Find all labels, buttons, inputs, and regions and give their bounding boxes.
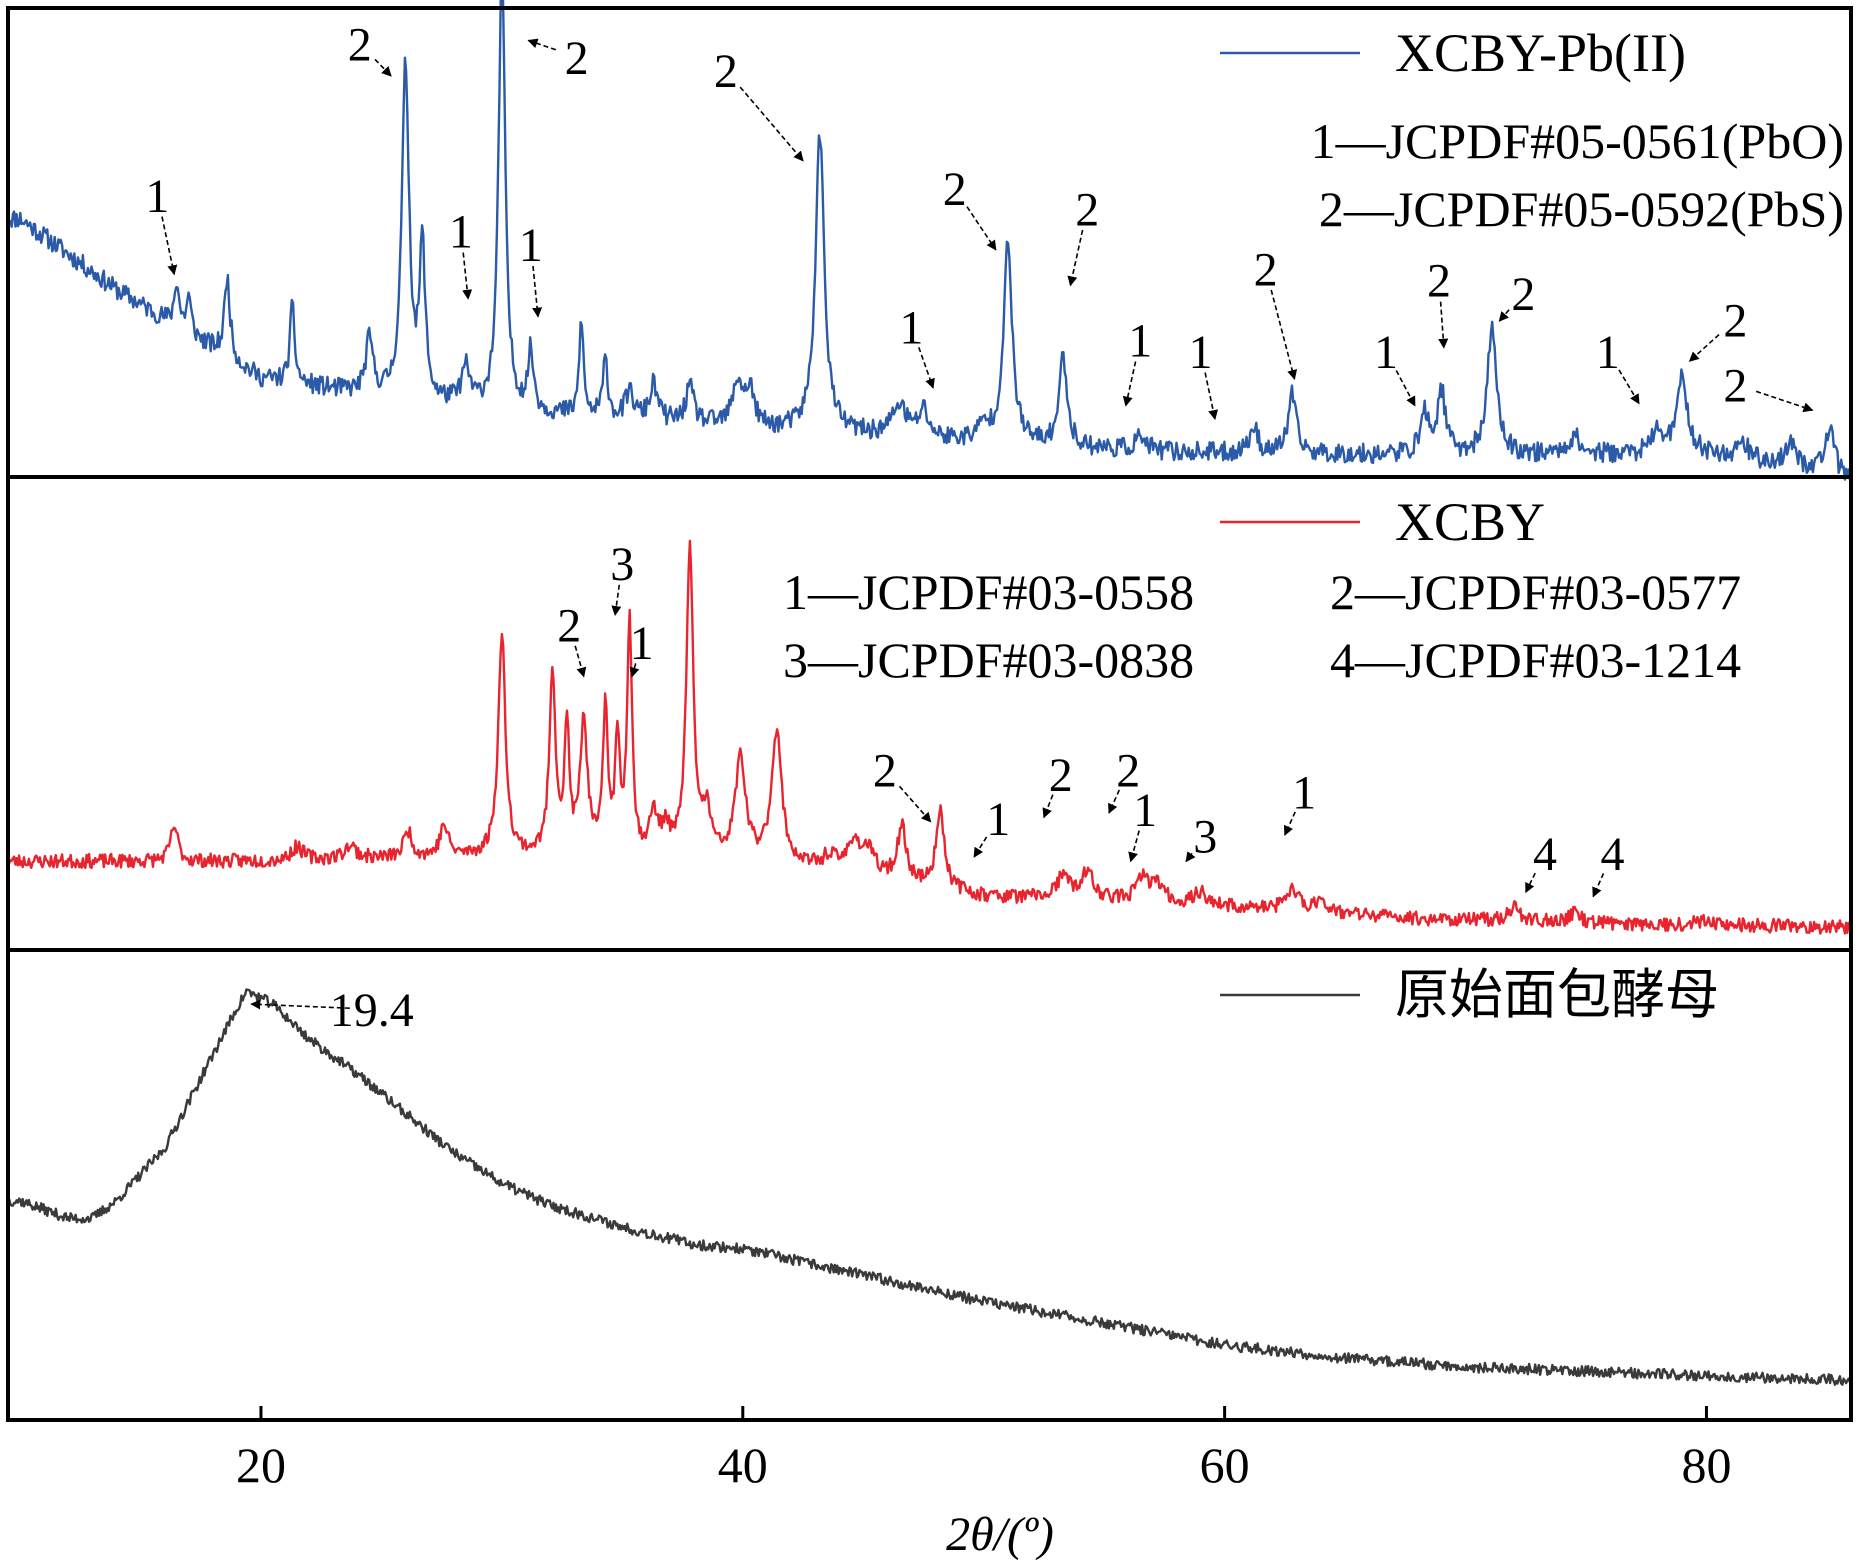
legend-ref-top-1: 1—JCPDF#05-0561(PbO) bbox=[1311, 113, 1844, 169]
peak-arrow-middle-11 bbox=[1592, 873, 1605, 898]
peak-arrow-top-4 bbox=[532, 265, 543, 318]
x-tick-label-80: 80 bbox=[1681, 1437, 1731, 1493]
peak-arrow-top-13 bbox=[1438, 301, 1449, 349]
peak-arrow-top-2 bbox=[462, 252, 473, 300]
peak-arrow-middle-7 bbox=[1128, 830, 1140, 863]
peak-label-middle-7: 1 bbox=[1133, 784, 1157, 837]
peak-label-middle-4: 1 bbox=[986, 793, 1010, 846]
peak-label-top-0: 1 bbox=[145, 170, 169, 223]
panel-bottom: 原始面包酵母 19.4 bbox=[6, 965, 1853, 1386]
peak-arrow-middle-9 bbox=[1283, 811, 1296, 836]
x-tick-label-40: 40 bbox=[718, 1437, 768, 1493]
peak-label-top-2: 1 bbox=[449, 206, 473, 259]
peak-label-top-14: 2 bbox=[1511, 268, 1535, 321]
peak-arrow-middle-5 bbox=[1042, 794, 1054, 819]
peak-label-bottom-0: 19.4 bbox=[330, 984, 414, 1037]
peak-arrow-top-6 bbox=[918, 347, 935, 389]
peak-label-middle-3: 2 bbox=[873, 745, 897, 798]
peak-arrow-top-15 bbox=[1618, 369, 1640, 405]
peak-label-middle-2: 1 bbox=[630, 617, 654, 670]
peak-arrow-bottom-0 bbox=[250, 999, 350, 1010]
peak-label-top-4: 1 bbox=[519, 219, 543, 272]
legend-ref-middle-3: 3—JCPDF#03-0838 bbox=[783, 632, 1194, 688]
peak-arrow-middle-10 bbox=[1525, 872, 1536, 894]
legend-label-top: XCBY-Pb(II) bbox=[1395, 23, 1686, 83]
x-tick-label-20: 20 bbox=[236, 1437, 286, 1493]
peak-label-top-9: 1 bbox=[1128, 315, 1152, 368]
peak-label-middle-5: 2 bbox=[1049, 749, 1073, 802]
peak-label-top-8: 2 bbox=[1075, 183, 1099, 236]
legend-ref-middle-4: 4—JCPDF#03-1214 bbox=[1330, 632, 1741, 688]
peak-label-middle-9: 1 bbox=[1292, 767, 1316, 820]
peak-label-top-1: 2 bbox=[348, 18, 372, 71]
annotations-bottom: 19.4 bbox=[250, 984, 414, 1037]
peak-arrow-middle-8 bbox=[1185, 851, 1196, 863]
peak-label-top-12: 1 bbox=[1374, 326, 1398, 379]
peak-arrow-top-14 bbox=[1498, 309, 1510, 322]
legend-ref-middle-2: 2—JCPDF#03-0577 bbox=[1330, 564, 1741, 620]
peak-label-top-13: 2 bbox=[1427, 255, 1451, 308]
x-axis-title: 2θ/(º) bbox=[946, 1508, 1054, 1561]
peak-label-top-16: 2 bbox=[1723, 295, 1747, 348]
x-axis: 20 40 60 80 bbox=[236, 1406, 1731, 1493]
peak-label-middle-1: 3 bbox=[610, 538, 634, 591]
peak-label-middle-6: 2 bbox=[1116, 745, 1140, 798]
peak-arrow-middle-1 bbox=[611, 584, 622, 616]
series-line-top-0 bbox=[7, 0, 1852, 481]
peak-arrow-top-17 bbox=[1755, 390, 1814, 413]
legend-label-bottom: 原始面包酵母 bbox=[1395, 965, 1719, 1025]
peak-arrow-middle-0 bbox=[574, 645, 587, 678]
panel-top: XCBY-Pb(II) 1—JCPDF#05-0561(PbO) 2—JCPDF#0… bbox=[7, 0, 1852, 481]
series-line-bottom-0 bbox=[6, 988, 1853, 1386]
peak-arrow-top-7 bbox=[966, 206, 997, 251]
peak-label-top-6: 1 bbox=[899, 301, 923, 354]
peak-label-top-3: 2 bbox=[565, 32, 589, 85]
peak-arrow-top-16 bbox=[1688, 334, 1720, 362]
peak-arrow-top-9 bbox=[1122, 361, 1137, 407]
legend-label-middle: XCBY bbox=[1395, 492, 1545, 552]
peak-arrow-middle-6 bbox=[1108, 789, 1121, 814]
peak-arrow-top-0 bbox=[161, 216, 178, 276]
peak-label-top-5: 2 bbox=[714, 45, 738, 98]
peak-label-middle-11: 4 bbox=[1601, 828, 1625, 881]
peak-arrow-top-8 bbox=[1067, 229, 1084, 287]
peak-arrow-top-11 bbox=[1270, 289, 1298, 380]
legend-ref-middle-1: 1—JCPDF#03-0558 bbox=[783, 564, 1194, 620]
peak-label-top-7: 2 bbox=[943, 163, 967, 216]
peak-label-top-15: 1 bbox=[1596, 326, 1620, 379]
plot-frame bbox=[6, 6, 1853, 1422]
peak-arrow-middle-3 bbox=[898, 785, 932, 823]
peak-arrow-middle-2 bbox=[629, 663, 640, 678]
peak-arrow-top-10 bbox=[1204, 372, 1219, 421]
peak-label-top-10: 1 bbox=[1189, 326, 1213, 379]
peak-arrow-top-5 bbox=[739, 86, 804, 162]
peak-arrow-top-1 bbox=[374, 58, 392, 77]
legend-ref-top-2: 2—JCPDF#05-0592(PbS) bbox=[1319, 181, 1844, 237]
legend-bottom: 原始面包酵母 bbox=[1220, 965, 1719, 1025]
peak-arrow-top-12 bbox=[1395, 370, 1416, 407]
series-line-middle-0 bbox=[7, 539, 1852, 935]
panel-middle: XCBY 1—JCPDF#03-0558 2—JCPDF#03-0577 3—JCPD… bbox=[7, 492, 1852, 935]
peak-label-middle-10: 4 bbox=[1533, 828, 1557, 881]
legend-top: XCBY-Pb(II) 1—JCPDF#05-0561(PbO) 2—JCPDF#0… bbox=[1220, 23, 1844, 237]
peak-label-top-11: 2 bbox=[1254, 243, 1278, 296]
peak-arrow-middle-4 bbox=[973, 836, 988, 858]
peak-label-middle-8: 3 bbox=[1193, 811, 1217, 864]
legend-middle: XCBY 1—JCPDF#03-0558 2—JCPDF#03-0577 3—JCPD… bbox=[783, 492, 1741, 688]
x-tick-label-60: 60 bbox=[1200, 1437, 1250, 1493]
peak-label-top-17: 2 bbox=[1723, 359, 1747, 412]
peak-arrow-top-3 bbox=[527, 38, 557, 51]
peak-label-middle-0: 2 bbox=[557, 599, 581, 652]
